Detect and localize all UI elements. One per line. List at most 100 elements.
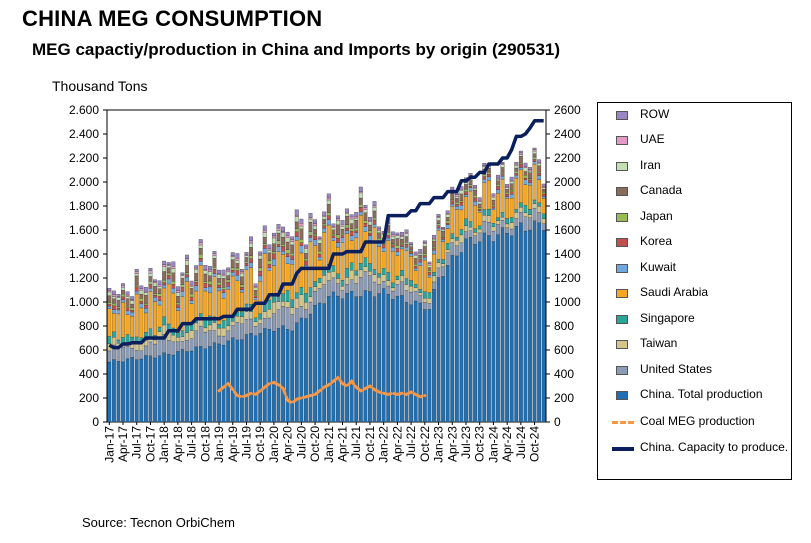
import-bar-japan bbox=[537, 171, 542, 174]
import-bar-united-states bbox=[537, 212, 542, 223]
x-tick-label: Jul-18 bbox=[185, 426, 199, 459]
import-bar-iran bbox=[523, 167, 528, 172]
import-bar-taiwan bbox=[537, 206, 542, 213]
import-bar-japan bbox=[281, 244, 285, 247]
import-bar-korea bbox=[239, 286, 244, 290]
import-bar-taiwan bbox=[532, 203, 537, 209]
import-bar-taiwan bbox=[381, 274, 386, 282]
import-bar-singapore bbox=[532, 199, 537, 204]
import-bar-taiwan bbox=[464, 225, 468, 232]
import-bar-singapore bbox=[221, 320, 226, 329]
import-bar-saudi-arabia bbox=[326, 224, 331, 265]
import-bar-taiwan bbox=[271, 301, 276, 314]
import-bar-united-states bbox=[166, 340, 171, 355]
legend-swatch bbox=[616, 264, 628, 273]
import-bar-row bbox=[322, 211, 327, 216]
import-bar-uae bbox=[203, 269, 208, 271]
import-bar-kuwait bbox=[486, 176, 491, 181]
import-bar-canada bbox=[322, 219, 327, 225]
import-bar-iran bbox=[194, 269, 199, 274]
import-bar-uae bbox=[175, 290, 180, 293]
import-bar-japan bbox=[267, 260, 272, 265]
import-bar-canada bbox=[537, 165, 542, 173]
import-bar-kuwait bbox=[468, 187, 473, 192]
import-bar-saudi-arabia bbox=[432, 253, 436, 273]
import-bar-united-states bbox=[212, 330, 217, 343]
import-bar-singapore bbox=[445, 243, 450, 250]
import-bar-iran bbox=[125, 296, 130, 299]
production-bar bbox=[185, 351, 189, 423]
import-bar-taiwan bbox=[372, 274, 377, 283]
capacity-to-produce-line bbox=[108, 119, 544, 350]
import-bar-saudi-arabia bbox=[171, 292, 176, 329]
legend-line-swatch bbox=[612, 447, 634, 451]
import-bar-uae bbox=[143, 291, 148, 293]
import-bar-kuwait bbox=[111, 309, 116, 314]
import-bar-korea bbox=[267, 264, 272, 268]
import-bar-united-states bbox=[491, 230, 496, 242]
import-bar-korea bbox=[523, 177, 528, 181]
import-bar-singapore bbox=[308, 287, 313, 297]
import-bar-row bbox=[139, 285, 144, 289]
import-bar-united-states bbox=[340, 290, 345, 299]
import-bar-row bbox=[162, 260, 167, 265]
import-bar-korea bbox=[244, 263, 249, 267]
import-bar-taiwan bbox=[303, 302, 308, 310]
import-bar-kuwait bbox=[349, 235, 354, 241]
legend-swatch bbox=[616, 213, 628, 222]
production-bar bbox=[253, 335, 258, 423]
import-bar-row bbox=[400, 231, 404, 236]
import-bar-saudi-arabia bbox=[249, 267, 253, 305]
import-bar-taiwan bbox=[486, 215, 491, 223]
import-bar-singapore bbox=[377, 273, 382, 278]
import-bar-united-states bbox=[372, 281, 377, 297]
import-bar-saudi-arabia bbox=[486, 180, 491, 210]
import-bar-taiwan bbox=[198, 319, 203, 327]
import-bar-taiwan bbox=[436, 262, 441, 269]
import-bar-japan bbox=[134, 284, 139, 287]
import-bar-kuwait bbox=[130, 311, 135, 317]
import-bar-japan bbox=[400, 243, 404, 245]
import-bar-kuwait bbox=[249, 262, 253, 268]
import-bar-singapore bbox=[459, 229, 464, 236]
import-bar-united-states bbox=[358, 277, 363, 297]
import-bar-singapore bbox=[358, 263, 363, 271]
import-bar-kuwait bbox=[409, 253, 414, 257]
import-bar-saudi-arabia bbox=[500, 178, 505, 213]
import-bar-united-states bbox=[468, 230, 473, 238]
import-bar-iran bbox=[212, 255, 217, 259]
import-bar-japan bbox=[303, 258, 308, 261]
import-bar-korea bbox=[432, 248, 436, 251]
import-bar-canada bbox=[194, 273, 199, 281]
import-bar-uae bbox=[180, 274, 185, 276]
import-bar-uae bbox=[418, 252, 423, 254]
import-bar-saudi-arabia bbox=[381, 251, 386, 269]
import-bar-canada bbox=[207, 275, 212, 282]
import-bar-taiwan bbox=[294, 298, 299, 309]
import-bar-singapore bbox=[450, 233, 455, 239]
import-bar-iran bbox=[445, 214, 450, 218]
x-tick-label: Apr-17 bbox=[116, 426, 130, 462]
import-bar-singapore bbox=[107, 336, 112, 344]
import-bar-row bbox=[335, 215, 340, 219]
import-bar-taiwan bbox=[432, 275, 436, 283]
import-bar-canada bbox=[217, 278, 221, 283]
y-tick-label-left: 1.800 bbox=[69, 199, 99, 213]
import-bar-taiwan bbox=[441, 263, 446, 268]
import-bar-united-states bbox=[432, 281, 436, 290]
import-bar-canada bbox=[331, 229, 336, 235]
import-bar-canada bbox=[345, 216, 350, 226]
production-bar bbox=[226, 340, 231, 423]
x-tick-label: Jan-23 bbox=[432, 426, 446, 463]
production-bar bbox=[345, 293, 350, 423]
y-tick-label-right: 2400 bbox=[554, 127, 581, 141]
import-bar-singapore bbox=[175, 332, 180, 338]
import-bar-iran bbox=[537, 163, 542, 166]
import-bar-united-states bbox=[276, 309, 281, 329]
import-bar-taiwan bbox=[518, 206, 523, 213]
import-bar-taiwan bbox=[386, 280, 391, 287]
import-bar-japan bbox=[194, 280, 199, 283]
import-bar-japan bbox=[276, 240, 281, 245]
import-bar-uae bbox=[368, 220, 372, 222]
